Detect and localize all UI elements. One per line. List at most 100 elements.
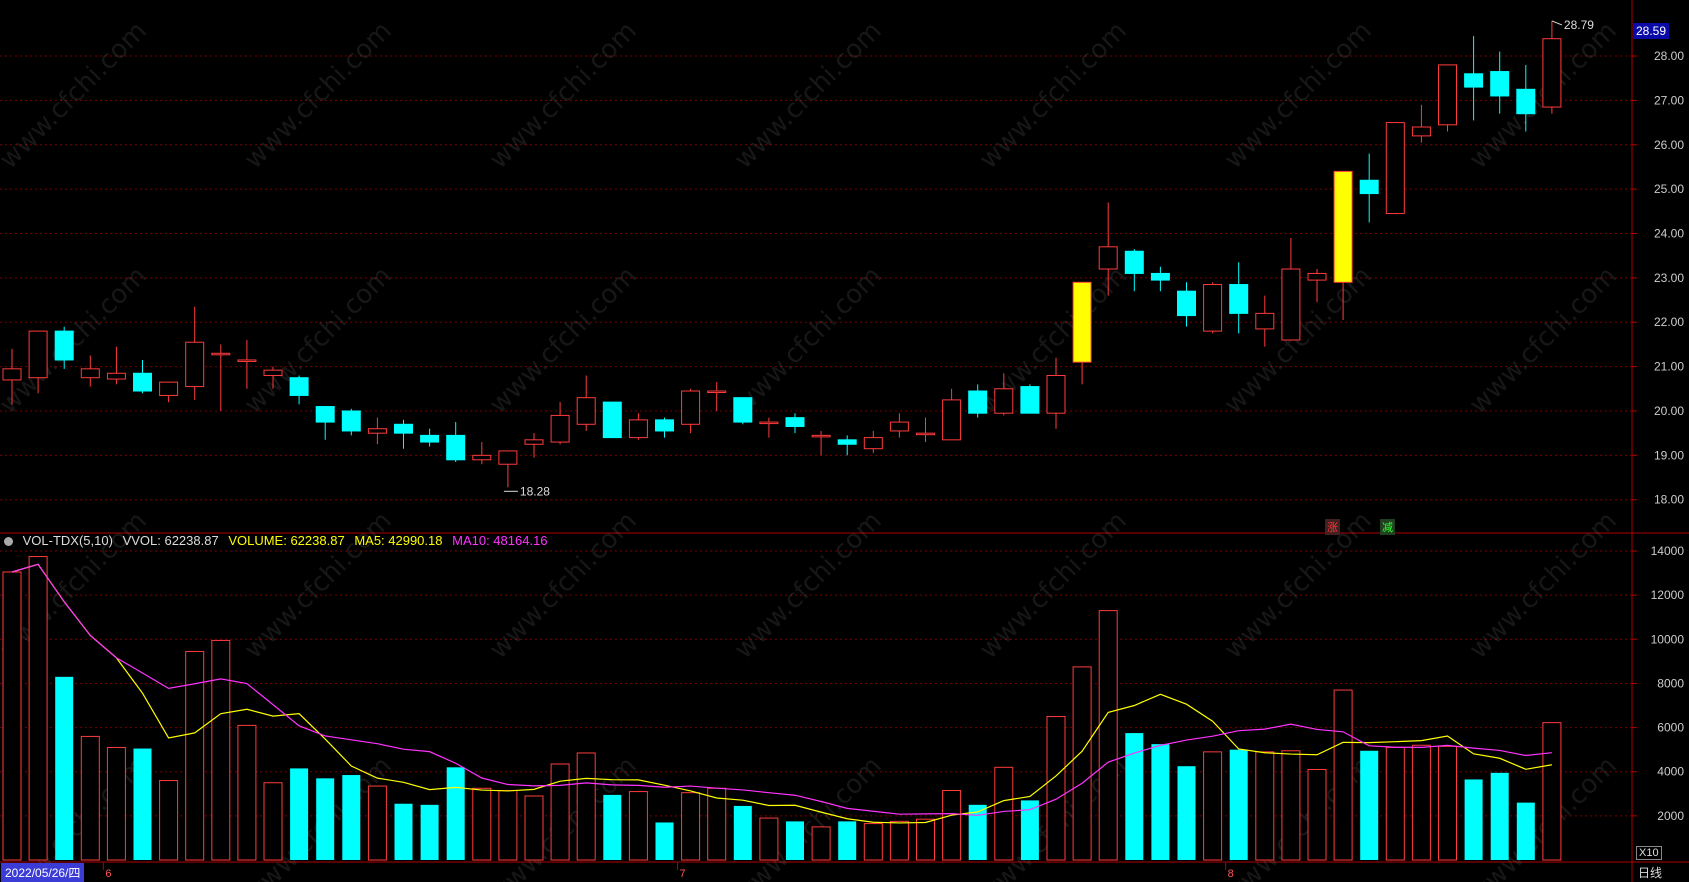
volume-bar [263, 782, 283, 861]
candle-body [916, 432, 935, 436]
candle-body [159, 381, 179, 396]
volume-bar [1464, 779, 1483, 860]
volume-bar [524, 795, 544, 861]
volume-bar [1098, 610, 1118, 861]
watermark-text: www.cfchi.com [484, 16, 643, 175]
volume-bar [394, 803, 413, 860]
volume-bar [1385, 746, 1405, 861]
watermark-text: www.cfchi.com [729, 261, 888, 420]
ma10-line [11, 563, 1552, 816]
price-tick-label: 20.00 [1654, 404, 1684, 418]
candle-body [133, 372, 152, 392]
candle-body [968, 390, 988, 414]
volume-legend: VOL-TDX(5,10) VVOL: 62238.87 VOLUME: 622… [4, 533, 554, 548]
candle-body [263, 369, 283, 376]
volume-tick-label: 6000 [1657, 721, 1684, 735]
volume-bar [1177, 766, 1196, 860]
watermark-text: www.cfchi.com [1219, 16, 1378, 175]
candle-body [994, 388, 1014, 414]
volume-bar [655, 822, 674, 860]
candle-body [1411, 126, 1431, 137]
limit-up-marker: 涨 [1325, 519, 1340, 535]
candle-body [1307, 272, 1327, 281]
candle-body [785, 417, 805, 428]
volume-bar [1255, 751, 1275, 861]
volume-bar [1438, 745, 1457, 861]
volume-bar [106, 746, 126, 861]
volume-bar [968, 804, 987, 860]
high-label: 28.79 [1564, 18, 1594, 32]
candle-body [628, 419, 648, 439]
indicator-toggle-icon[interactable] [4, 537, 13, 546]
volume-bar [472, 787, 492, 861]
watermark-text: www.cfchi.com [974, 16, 1133, 175]
candle-body [524, 439, 544, 445]
volume-bar [681, 792, 701, 861]
volume-bar [628, 791, 648, 861]
candle-body [498, 450, 518, 465]
legend-ma5: MA5: 42990.18 [354, 533, 443, 548]
volume-bar [1046, 716, 1066, 861]
candle-body [707, 390, 727, 394]
price-tick-label: 19.00 [1654, 448, 1684, 462]
month-label: 7 [680, 868, 686, 880]
volume-tick-label: 14000 [1651, 544, 1685, 558]
candle-body [1177, 290, 1196, 317]
volume-bar [889, 820, 909, 861]
limit-down-marker: 减 [1380, 519, 1395, 535]
volume-bar [759, 817, 779, 861]
volume-bar [1020, 800, 1039, 860]
candle-body [2, 368, 22, 381]
candle-body [315, 406, 335, 423]
candle-body [733, 397, 753, 423]
volume-bar [1333, 689, 1353, 861]
legend-volume: VOLUME: 62238.87 [228, 533, 345, 548]
candle-body [1385, 122, 1405, 215]
watermark-text: www.cfchi.com [1464, 261, 1623, 420]
candle-body [446, 434, 466, 461]
volume-bar [811, 826, 831, 861]
watermark-text: www.cfchi.com [0, 261, 153, 420]
candle-body [1464, 73, 1484, 88]
volume-bar [316, 778, 335, 860]
volume-multiplier: X10 [1636, 846, 1662, 860]
volume-bar [133, 748, 152, 860]
price-tick-label: 24.00 [1654, 227, 1684, 241]
volume-bar [367, 785, 387, 861]
volume-bar [211, 639, 231, 861]
candle-body [602, 401, 622, 439]
volume-bar [1542, 722, 1562, 861]
volume-bar [603, 794, 622, 860]
last-price-tag: 28.59 [1633, 23, 1670, 39]
low-label: 18.28 [520, 484, 550, 498]
candle-body [185, 341, 205, 388]
candle-body [54, 330, 74, 361]
cursor-date: 2022/05/26/四 [1, 863, 85, 882]
price-tick-label: 22.00 [1654, 315, 1684, 329]
candle-body [1046, 374, 1066, 414]
legend-indicator-name[interactable]: VOL-TDX(5,10) [22, 533, 113, 548]
candle-body [1516, 88, 1536, 115]
volume-bar [342, 775, 361, 860]
candle-body [889, 421, 909, 432]
candle-body [394, 423, 413, 434]
volume-bar [994, 766, 1014, 861]
candle-body [367, 428, 387, 434]
candle-body [237, 359, 257, 362]
price-tick-label: 21.00 [1654, 360, 1684, 374]
volume-tick-label: 8000 [1657, 676, 1684, 690]
volume-bar [1072, 666, 1092, 861]
period-label[interactable]: 日线 [1638, 866, 1663, 880]
volume-bar [1360, 750, 1379, 860]
watermark-text: www.cfchi.com [239, 16, 398, 175]
candle-body [655, 419, 674, 432]
candle-body [1229, 284, 1249, 314]
volume-tick-label: 10000 [1651, 632, 1685, 646]
volume-bar [80, 735, 100, 861]
candle-body [1150, 272, 1170, 281]
candle-body [942, 399, 962, 441]
volume-bar [786, 821, 804, 860]
watermark-text: www.cfchi.com [729, 506, 888, 665]
candle-body [1124, 250, 1144, 274]
